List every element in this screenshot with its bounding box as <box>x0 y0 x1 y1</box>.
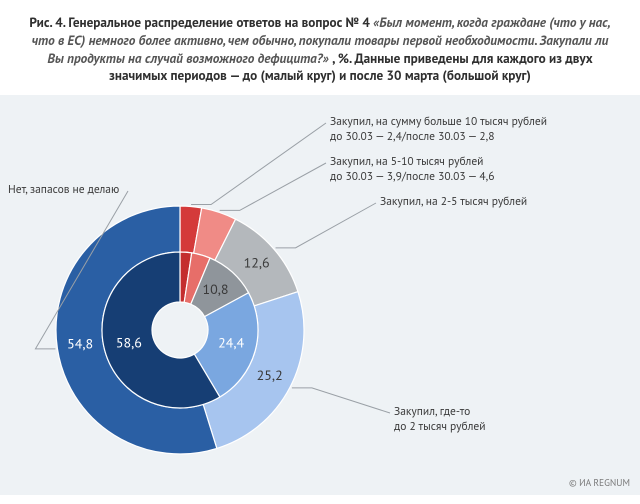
value-label: 25,2 <box>257 366 283 384</box>
chart-area: 12,6 25,2 54,8 10,8 24,4 58,6 Закупил, на сум… <box>0 95 640 495</box>
leader-line <box>292 388 390 413</box>
value-label: 54,8 <box>67 335 93 353</box>
category-label-none: Нет, запасов не делаю <box>8 183 119 197</box>
leader-line <box>191 123 326 204</box>
credit: © ИА REGNUM <box>569 476 630 489</box>
value-label: 58,6 <box>116 334 142 352</box>
category-label-upto2k: Закупил, где-то до 2 тысяч рублей <box>394 405 486 434</box>
title-prefix: Рис. 4. Генеральное распределение ответо… <box>29 14 373 31</box>
leader-line <box>276 203 376 248</box>
category-label-5to10k: Закупил, на 5-10 тысяч рублей до 30.03 —… <box>330 155 494 184</box>
value-label: 10,8 <box>202 280 228 298</box>
category-label-over10k: Закупил, на сумму больше 10 тысяч рублей… <box>330 115 547 144</box>
value-label: 12,6 <box>244 254 270 272</box>
figure-title: Рис. 4. Генеральное распределение ответо… <box>0 0 640 95</box>
double-donut-chart: 12,6 25,2 54,8 10,8 24,4 58,6 <box>40 195 320 465</box>
category-label-2to5k: Закупил, на 2-5 тысяч рублей <box>380 195 527 209</box>
value-label: 24,4 <box>218 334 244 352</box>
